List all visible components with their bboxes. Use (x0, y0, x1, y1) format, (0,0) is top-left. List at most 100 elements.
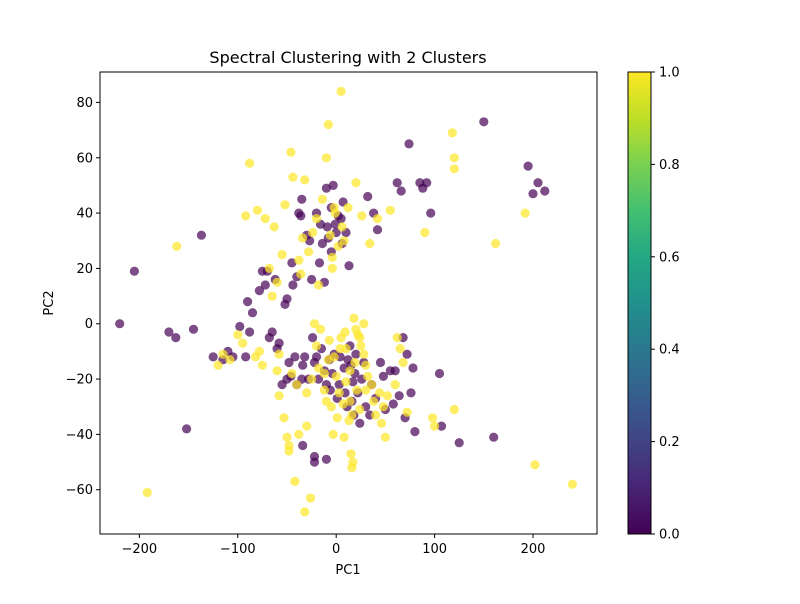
data-point (241, 211, 251, 221)
y-axis-ticks: −60 −40 −20 0 20 40 60 80 (66, 96, 100, 498)
data-point (287, 368, 297, 379)
data-point (274, 391, 284, 401)
data-point (325, 230, 335, 240)
chart-title: Spectral Clustering with 2 Clusters (209, 48, 486, 67)
data-point (309, 319, 320, 329)
cluster-1-points (142, 86, 578, 517)
data-point (365, 238, 375, 249)
data-point (321, 153, 331, 163)
data-point (363, 371, 373, 381)
data-point (390, 380, 400, 390)
data-point (382, 391, 392, 401)
data-point (218, 349, 228, 359)
data-point (436, 421, 447, 431)
data-point (426, 208, 436, 218)
data-point (332, 413, 342, 423)
data-point (449, 164, 459, 174)
data-point (540, 186, 550, 196)
data-point (352, 385, 362, 395)
data-point (491, 238, 501, 249)
data-point (297, 194, 307, 204)
data-point (307, 274, 317, 285)
data-point (388, 399, 398, 409)
colorbar-tick-label: 1.0 (659, 66, 680, 81)
data-point (430, 421, 440, 431)
data-point (322, 222, 332, 232)
data-point (327, 263, 337, 273)
data-point (328, 180, 338, 190)
data-point (378, 371, 388, 381)
data-point (267, 327, 277, 337)
data-point (311, 341, 322, 351)
data-point (410, 427, 420, 437)
data-point (247, 308, 258, 318)
colorbar-tick-label: 0.0 (659, 528, 680, 543)
data-point (287, 258, 297, 268)
data-point (351, 324, 361, 334)
data-point (349, 313, 359, 323)
data-point (346, 449, 356, 459)
data-point (344, 261, 354, 271)
data-point (290, 476, 300, 486)
data-point (290, 352, 300, 362)
colorbar-tick-label: 0.6 (659, 250, 680, 265)
data-point (309, 457, 320, 467)
data-point (238, 338, 248, 348)
data-point (372, 225, 383, 235)
data-point (129, 266, 139, 276)
data-point (298, 233, 308, 243)
y-tick-label: 40 (76, 207, 93, 222)
data-point (300, 507, 310, 517)
data-point (243, 297, 253, 307)
data-point (257, 360, 267, 370)
data-point (317, 194, 327, 204)
data-point (274, 338, 284, 348)
data-point (188, 324, 199, 334)
data-point (305, 236, 315, 246)
data-point (279, 413, 289, 423)
data-point (361, 385, 371, 395)
data-point (479, 117, 489, 127)
data-point (292, 380, 302, 390)
colorbar-ticks: 0.0 0.2 0.4 0.6 0.8 1.0 (651, 66, 680, 543)
data-point (300, 352, 310, 362)
data-point (567, 479, 578, 489)
data-point (392, 333, 402, 343)
data-point (533, 178, 543, 188)
data-point (396, 186, 406, 196)
data-point (254, 286, 264, 296)
x-axis-ticks: −200 −100 0 100 200 (122, 534, 545, 557)
data-point (296, 211, 306, 221)
data-point (336, 214, 346, 224)
data-point (489, 432, 499, 442)
data-point (361, 360, 371, 370)
data-point (355, 418, 365, 428)
data-point (260, 280, 270, 290)
data-point (330, 219, 340, 229)
data-point (326, 402, 336, 412)
x-axis-label: PC1 (335, 563, 360, 578)
data-point (302, 388, 312, 398)
data-point (348, 457, 358, 467)
data-point (394, 391, 404, 401)
data-point (324, 335, 334, 345)
data-point (406, 388, 416, 398)
data-point (359, 319, 369, 329)
data-point (319, 385, 329, 395)
data-point (298, 440, 308, 451)
data-point (447, 128, 457, 138)
data-point (351, 349, 361, 359)
data-point (252, 205, 263, 215)
data-point (333, 241, 343, 251)
y-tick-label: −60 (66, 483, 93, 498)
data-point (348, 377, 358, 387)
y-axis-label: PC2 (42, 290, 57, 315)
x-tick-label: 100 (422, 542, 447, 557)
data-point (313, 374, 324, 384)
data-point (319, 368, 329, 379)
data-point (172, 241, 182, 251)
data-point (428, 413, 438, 423)
data-point (420, 227, 430, 238)
data-point (280, 200, 290, 210)
